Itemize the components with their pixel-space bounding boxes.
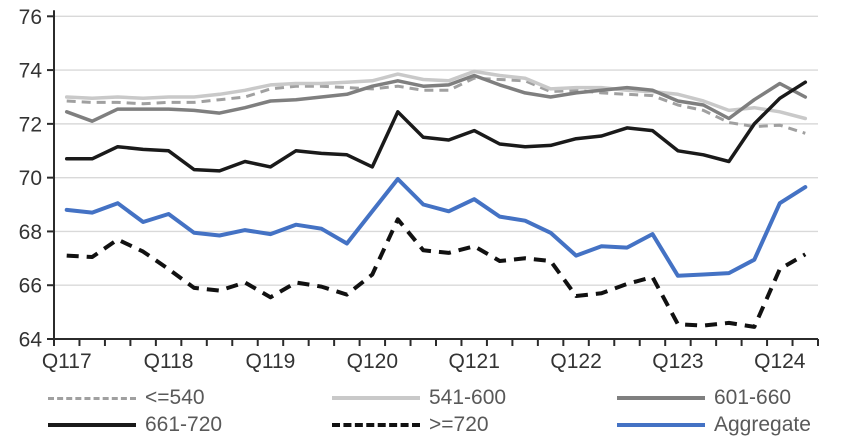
x-axis-label-Q119: Q119: [246, 350, 296, 373]
y-axis-label-66: 66: [19, 275, 42, 298]
y-axis-label-74: 74: [19, 60, 43, 83]
legend-label: >=720: [429, 413, 489, 436]
legend-swatch-541-600-light-gray-line: [332, 396, 420, 400]
x-axis-label-Q118: Q118: [144, 350, 194, 373]
x-axis-label-Q123: Q123: [652, 350, 703, 373]
x-axis-label-Q122: Q122: [550, 350, 601, 373]
series-line--540: [66, 76, 806, 135]
legend-item-le-540: <=540: [48, 386, 205, 410]
legend-label: <=540: [145, 386, 205, 409]
legend-swatch-aggregate-blue-line: [617, 423, 705, 427]
y-axis-label-64: 64: [19, 329, 43, 352]
legend-item-aggregate: Aggregate: [617, 413, 811, 437]
legend-item-541-600: 541-600: [332, 386, 506, 410]
legend-label: 541-600: [429, 386, 507, 409]
legend-swatch-661-720-black-line: [48, 423, 136, 427]
legend-item-601-660: 601-660: [617, 386, 791, 410]
legend-swatch-ge-720-dashed-black-line: [332, 423, 420, 427]
legend-label: Aggregate: [714, 413, 811, 436]
legend-item-ge-720: >=720: [332, 413, 489, 437]
x-axis-label-Q120: Q120: [347, 350, 398, 373]
y-axis-label-76: 76: [19, 6, 42, 29]
y-axis-label-72: 72: [19, 113, 42, 136]
series-line-661-720: [64, 80, 808, 173]
legend-item-661-720: 661-720: [48, 413, 222, 437]
series-line-541-600: [64, 69, 808, 121]
x-axis-label-Q124: Q124: [754, 350, 806, 373]
y-axis-label-70: 70: [19, 167, 42, 190]
legend-label: 661-720: [145, 413, 223, 436]
legend-swatch-601-660-dark-gray-line: [617, 396, 705, 400]
x-axis-label-Q121: Q121: [449, 350, 500, 373]
series-line-aggregate: [64, 177, 808, 278]
legend-label: 601-660: [714, 386, 792, 409]
y-axis-label-68: 68: [19, 221, 42, 244]
x-axis-label-Q117: Q117: [42, 350, 92, 373]
legend-swatch-le-540-dashed-gray-line: [48, 396, 136, 400]
series-line--720: [66, 217, 807, 329]
series-line-601-660: [64, 73, 808, 123]
